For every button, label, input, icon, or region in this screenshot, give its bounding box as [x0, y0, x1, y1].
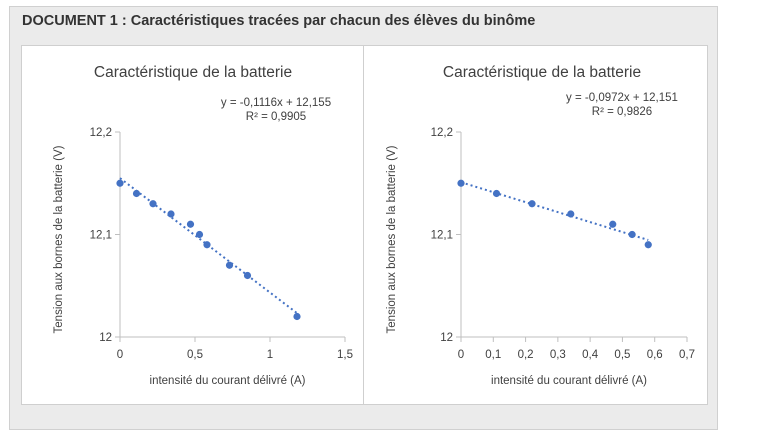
data-point — [457, 179, 465, 187]
chart-title: Caractéristique de la batterie — [94, 64, 292, 81]
x-tick-label: 0,6 — [647, 349, 663, 361]
y-tick-label: 12 — [99, 332, 112, 344]
x-tick-label: 0,5 — [187, 349, 203, 361]
data-point — [203, 241, 211, 249]
data-point — [528, 200, 536, 208]
y-tick-label: 12 — [440, 332, 453, 344]
chart-1: Caractéristique de la batterie 12 12,1 12,2… — [53, 64, 353, 387]
r-squared-label: R² = 0,9905 — [246, 111, 306, 123]
x-tick-label: 0,1 — [485, 349, 501, 361]
x-tick-label: 0,7 — [679, 349, 695, 361]
data-point — [628, 230, 636, 239]
trendline-equation: y = -0,0972x + 12,151 — [566, 92, 678, 104]
data-point — [492, 189, 501, 198]
data-point — [116, 179, 124, 187]
chart-title: Caractéristique de la batterie — [443, 64, 641, 81]
y-tick-label: 12,2 — [90, 127, 112, 139]
data-point — [186, 220, 195, 228]
trendline — [460, 181, 649, 241]
y-axis-label: Tension aux bornes de la batterie (V) — [386, 145, 398, 333]
data-point — [167, 210, 175, 218]
y-axis-label: Tension aux bornes de la batterie (V) — [53, 145, 65, 333]
x-tick-label: 0 — [458, 349, 464, 361]
y-tick-label: 12,2 — [431, 127, 453, 139]
data-point — [149, 200, 157, 208]
data-point — [243, 271, 252, 280]
chart-panel-1: Caractéristique de la batterie 12 12,1 12,2… — [21, 45, 364, 405]
y-tick-label: 12,1 — [90, 230, 112, 242]
data-point — [567, 210, 575, 218]
x-tick-label: 0,5 — [614, 349, 630, 361]
x-axis-label: intensité du courant délivré (A) — [150, 375, 306, 387]
x-tick-label: 0 — [117, 349, 123, 361]
r-squared-label: R² = 0,9826 — [592, 106, 652, 118]
data-point — [609, 220, 617, 228]
document-frame: DOCUMENT 1 : Caractéristiques tracées pa… — [9, 6, 718, 430]
chart-panel-2: Caractéristique de la batterie 12 12,1 12,2… — [363, 45, 708, 405]
x-tick-label: 1 — [267, 349, 273, 361]
x-tick-label: 0,3 — [550, 349, 566, 361]
data-point — [644, 241, 652, 249]
data-point — [195, 230, 204, 239]
y-tick-label: 12,1 — [431, 230, 453, 242]
document-title: DOCUMENT 1 : Caractéristiques tracées pa… — [22, 13, 536, 29]
data-point — [293, 312, 301, 321]
data-point — [225, 261, 234, 269]
x-tick-label: 0,2 — [518, 349, 534, 361]
chart-2: Caractéristique de la batterie 12 12,1 12,2… — [386, 64, 695, 387]
x-tick-label: 1,5 — [337, 349, 353, 361]
x-axis-label: intensité du courant délivré (A) — [491, 375, 647, 387]
data-point — [132, 189, 141, 198]
trendline-equation: y = -0,1116x + 12,155 — [221, 97, 331, 109]
x-tick-label: 0,4 — [582, 349, 599, 361]
